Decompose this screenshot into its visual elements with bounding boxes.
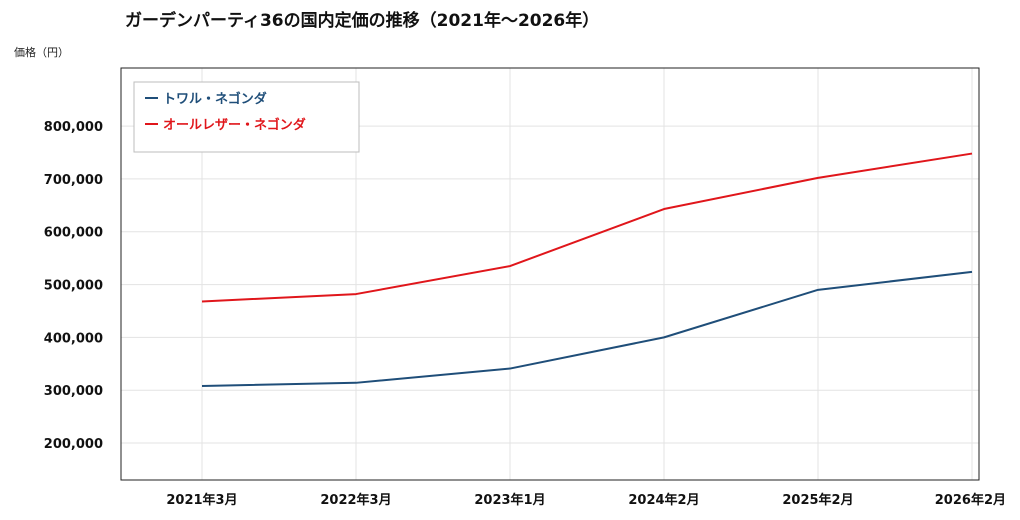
gridlines <box>121 68 979 480</box>
chart-title: ガーデンパーティ36の国内定価の推移（2021年～2026年） <box>125 10 599 31</box>
y-tick-label: 500,000 <box>44 279 103 294</box>
x-axis-ticks: 2021年3月 2022年3月 2023年1月 2024年2月 2025年2月 2026年… <box>166 492 1006 508</box>
x-tick-label: 2023年1月 <box>474 492 545 508</box>
y-axis-ticks: 200,000 300,000 400,000 500,000 600,000 700,0… <box>44 120 103 452</box>
y-tick-label: 800,000 <box>44 120 103 135</box>
legend-entry: トワル・ネゴンダ <box>163 91 267 107</box>
y-tick-label: 600,000 <box>44 226 103 241</box>
x-tick-label: 2021年3月 <box>166 492 237 508</box>
legend-entry: オールレザー・ネゴンダ <box>163 117 306 133</box>
x-tick-label: 2024年2月 <box>628 492 699 508</box>
plot-area-frame <box>120 67 980 481</box>
y-tick-label: 200,000 <box>44 437 103 452</box>
y-axis-label: 価格（円） <box>14 45 69 59</box>
series-line <box>201 152 973 303</box>
x-tick-label: 2025年2月 <box>782 492 853 508</box>
series-line <box>201 270 973 387</box>
series-lines <box>201 152 973 387</box>
x-tick-label: 2022年3月 <box>320 492 391 508</box>
y-tick-label: 300,000 <box>44 384 103 399</box>
legend-box <box>133 81 360 153</box>
x-tick-label: 2026年2月 <box>935 492 1006 508</box>
y-tick-label: 400,000 <box>44 331 103 346</box>
y-tick-label: 700,000 <box>44 173 103 188</box>
